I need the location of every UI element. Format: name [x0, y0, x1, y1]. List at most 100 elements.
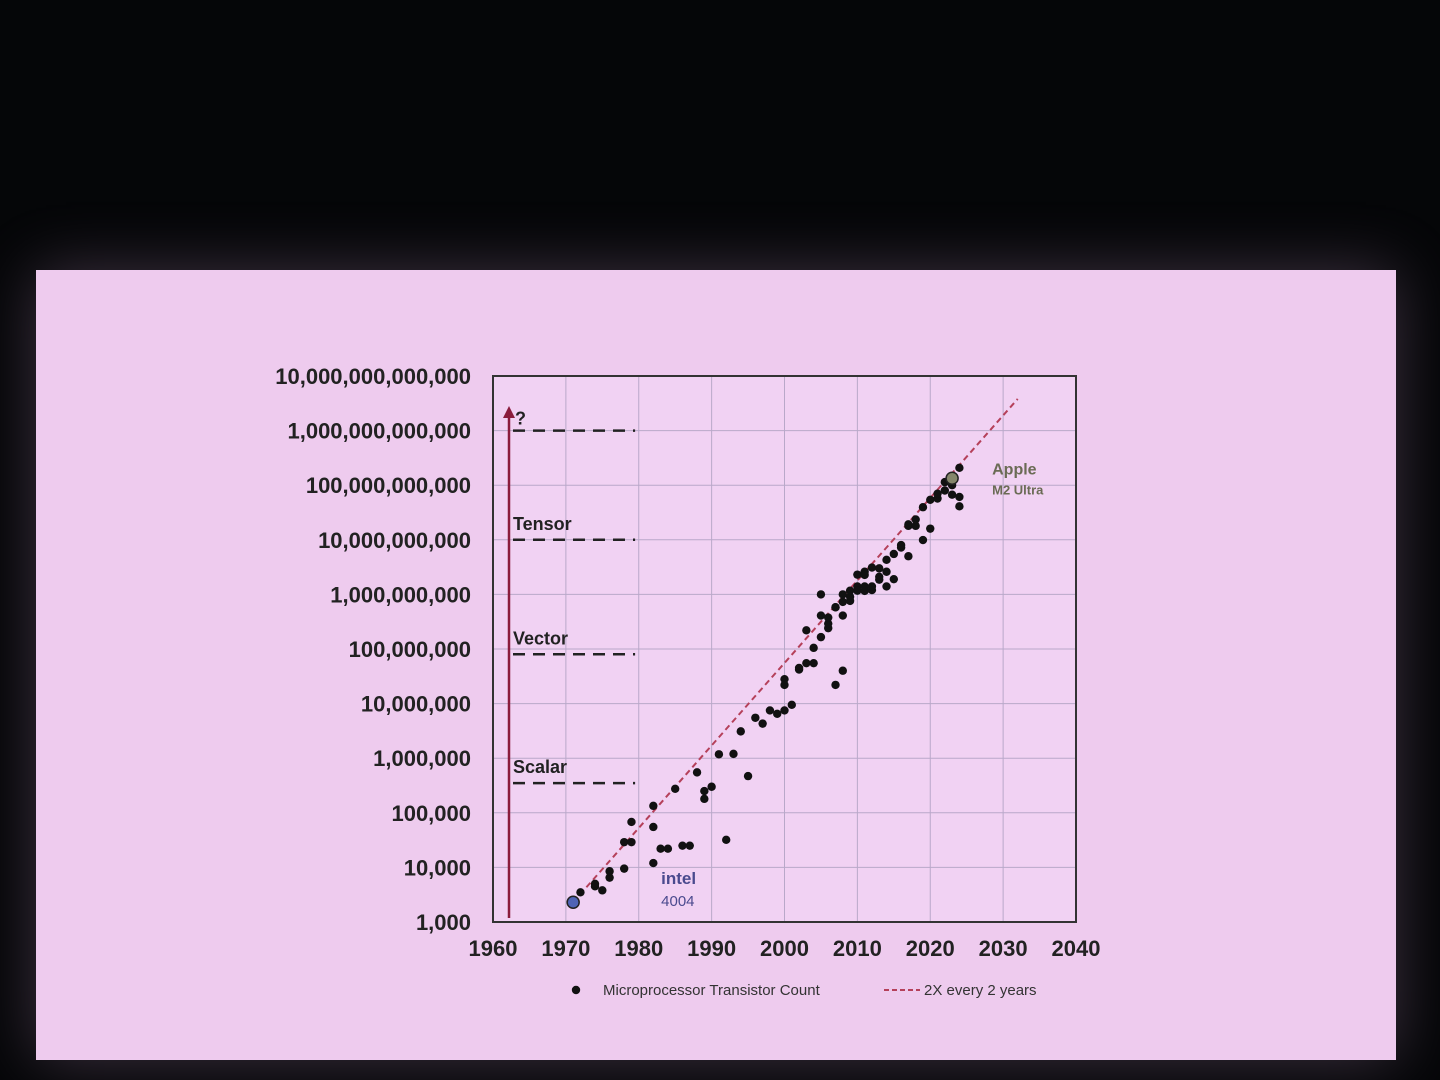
data-point: [846, 597, 854, 605]
legend-label-scatter: Microprocessor Transistor Count: [603, 982, 821, 999]
data-point: [875, 575, 883, 583]
y-tick-label: 1,000,000,000,000: [287, 419, 471, 444]
x-tick-label: 2010: [833, 936, 882, 961]
data-point: [824, 613, 832, 621]
data-point: [744, 772, 752, 780]
data-point: [926, 496, 934, 504]
data-point: [780, 675, 788, 683]
data-point: [817, 590, 825, 598]
y-tick-label: 100,000,000: [349, 637, 471, 662]
level-label: Scalar: [513, 757, 567, 777]
data-point: [758, 719, 766, 727]
data-point: [817, 633, 825, 641]
data-point: [788, 701, 796, 709]
data-point: [627, 838, 635, 846]
data-point: [809, 644, 817, 652]
data-point: [890, 550, 898, 558]
data-point: [627, 818, 635, 826]
data-point: [802, 659, 810, 667]
data-point: [853, 570, 861, 578]
data-point: [664, 845, 672, 853]
data-point: [649, 802, 657, 810]
data-point: [649, 823, 657, 831]
data-point: [875, 564, 883, 572]
data-point: [780, 706, 788, 714]
data-point: [890, 575, 898, 583]
data-point: [904, 520, 912, 528]
data-point: [846, 586, 854, 594]
data-point: [722, 836, 730, 844]
highlight-point: [567, 896, 579, 908]
data-point: [591, 880, 599, 888]
data-point: [751, 714, 759, 722]
data-point: [941, 486, 949, 494]
data-point: [817, 611, 825, 619]
data-point: [868, 582, 876, 590]
data-point: [853, 586, 861, 594]
data-point: [737, 727, 745, 735]
data-point: [686, 841, 694, 849]
apple-sublabel: M2 Ultra: [992, 482, 1044, 497]
legend-marker-scatter: [572, 986, 580, 994]
data-point: [620, 864, 628, 872]
x-tick-label: 1990: [687, 936, 736, 961]
data-point: [671, 785, 679, 793]
intel-sublabel: 4004: [661, 893, 694, 910]
data-point: [882, 556, 890, 564]
data-point: [802, 626, 810, 634]
data-point: [693, 768, 701, 776]
data-point: [955, 464, 963, 472]
y-tick-label: 10,000,000,000,000: [275, 364, 471, 389]
x-tick-label: 2000: [760, 936, 809, 961]
x-tick-label: 2020: [906, 936, 955, 961]
level-label: Tensor: [513, 514, 572, 534]
data-point: [919, 503, 927, 511]
y-tick-label: 10,000,000: [361, 692, 471, 717]
y-tick-label: 1,000,000,000: [330, 582, 471, 607]
data-point: [576, 888, 584, 896]
data-point: [831, 681, 839, 689]
level-label: ?: [515, 409, 526, 429]
data-point: [678, 841, 686, 849]
apple-label: Apple: [992, 461, 1037, 478]
data-point: [605, 867, 613, 875]
data-point: [860, 582, 868, 590]
data-point: [882, 582, 890, 590]
data-point: [729, 750, 737, 758]
data-point: [904, 552, 912, 560]
data-point: [656, 845, 664, 853]
data-point: [948, 490, 956, 498]
data-point: [868, 563, 876, 571]
y-tick-label: 100,000,000,000: [306, 473, 471, 498]
level-label: Vector: [513, 628, 568, 648]
x-tick-label: 1960: [469, 936, 518, 961]
data-point: [700, 795, 708, 803]
data-point: [955, 493, 963, 501]
data-point: [715, 750, 723, 758]
y-tick-label: 10,000: [404, 855, 471, 880]
data-point: [839, 667, 847, 675]
data-point: [620, 838, 628, 846]
x-tick-label: 1970: [541, 936, 590, 961]
y-tick-label: 1,000,000: [373, 746, 471, 771]
x-tick-label: 2030: [979, 936, 1028, 961]
highlight-point: [946, 472, 958, 484]
y-tick-label: 1,000: [416, 910, 471, 935]
data-point: [773, 710, 781, 718]
data-point: [809, 659, 817, 667]
data-point: [795, 664, 803, 672]
data-point: [598, 886, 606, 894]
intel-label: intel: [661, 869, 696, 888]
data-point: [839, 598, 847, 606]
data-point: [839, 611, 847, 619]
data-point: [897, 541, 905, 549]
data-point: [911, 515, 919, 523]
legend-label-trend: 2X every 2 years: [924, 982, 1037, 999]
data-point: [700, 787, 708, 795]
data-point: [919, 536, 927, 544]
y-tick-label: 10,000,000,000: [318, 528, 471, 553]
data-point: [933, 489, 941, 497]
data-point: [707, 783, 715, 791]
data-point: [831, 603, 839, 611]
